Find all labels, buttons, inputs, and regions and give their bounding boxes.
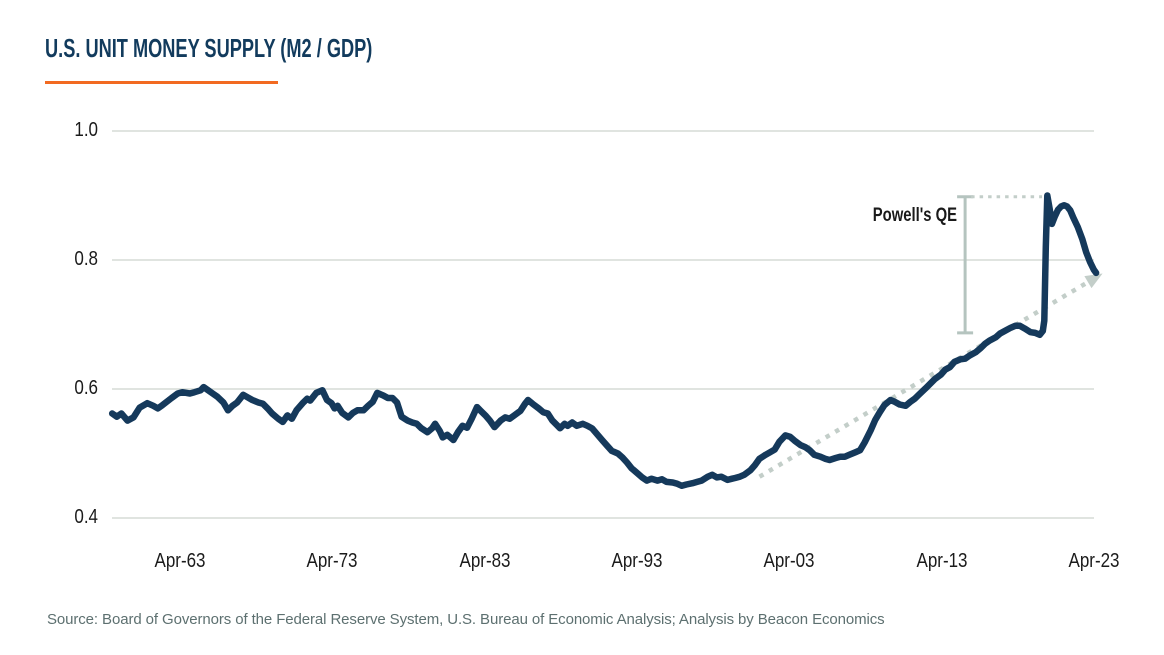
powells-qe-annotation-label: Powell's QE	[872, 205, 957, 226]
x-tick-label: Apr-63	[154, 550, 206, 572]
y-tick-label: 0.6	[74, 377, 98, 399]
m2-gdp-series-line	[108, 192, 1100, 490]
x-tick-label: Apr-83	[459, 550, 511, 572]
x-tick-label: Apr-23	[1068, 550, 1120, 572]
title-underline-accent	[45, 81, 278, 84]
x-tick-label: Apr-03	[763, 550, 815, 572]
x-tick-label: Apr-93	[611, 550, 663, 572]
trendline-dotted	[758, 278, 1092, 479]
y-tick-label: 0.4	[74, 506, 98, 528]
trendline-arrowhead-icon	[1084, 273, 1103, 289]
x-tick-label: Apr-13	[915, 550, 968, 572]
chart-title: U.S. UNIT MONEY SUPPLY (M2 / GDP)	[45, 33, 373, 63]
x-tick-label: Apr-73	[306, 550, 358, 572]
source-note: Source: Board of Governors of the Federa…	[47, 611, 885, 628]
y-tick-label: 1.0	[74, 119, 98, 141]
y-tick-label: 0.8	[74, 248, 98, 270]
